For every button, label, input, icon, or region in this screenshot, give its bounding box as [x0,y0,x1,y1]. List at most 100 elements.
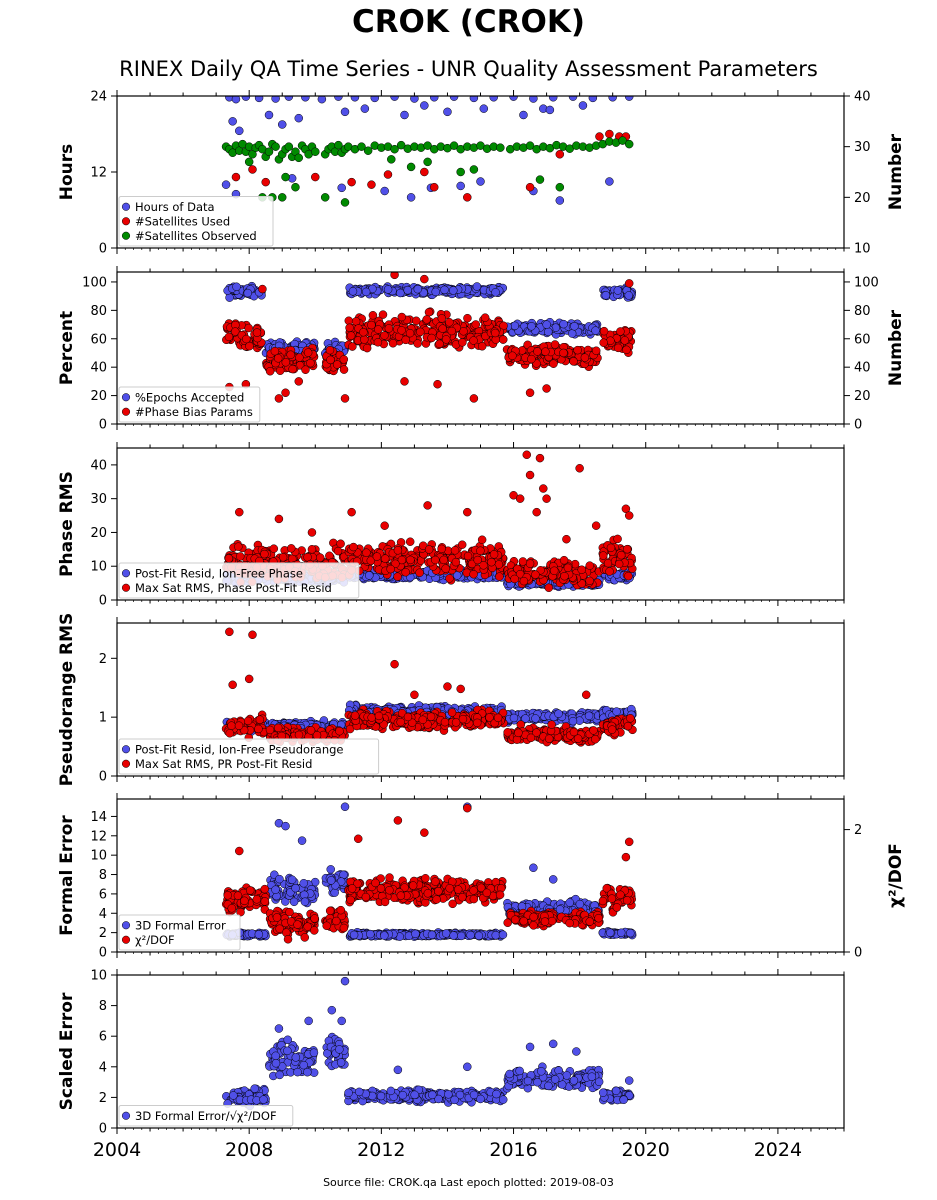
data-point [225,627,234,637]
data-point [588,96,598,103]
data-point [541,347,550,356]
data-point [568,96,578,101]
y2-tick-label: 10 [854,242,871,257]
data-point [449,141,459,150]
data-point [227,721,236,730]
data-point [346,331,356,340]
data-point [559,348,568,358]
data-point [339,355,349,364]
data-point [415,568,424,577]
data-point [241,96,251,101]
data-point [393,572,402,581]
data-point [623,721,633,731]
data-point [281,388,290,397]
data-point [325,345,335,355]
series-blue [221,96,634,205]
data-point [294,730,304,740]
data-point [269,544,279,553]
data-point [228,117,237,126]
data-point [622,544,632,554]
data-point [386,564,395,574]
data-point [599,551,608,560]
data-point [458,338,467,347]
data-point [413,339,422,348]
data-point [334,96,343,101]
data-point [407,718,417,727]
data-point [626,714,635,723]
data-point [443,107,452,117]
data-point [445,318,454,327]
y-axis-label: Pseudorange RMS [57,613,77,787]
data-point [605,567,614,576]
data-point [531,570,540,579]
data-point [431,555,440,565]
data-point [451,718,461,727]
data-point [271,96,280,103]
data-point [580,353,590,362]
data-point [286,350,295,360]
y2-tick-label: 0 [854,418,862,433]
data-point [542,384,551,393]
data-point [340,394,350,403]
data-point [410,690,419,700]
data-point [544,583,554,593]
data-point [589,726,598,735]
data-point [224,554,234,563]
data-point [471,320,481,329]
data-point [228,680,237,690]
data-point [374,711,384,721]
data-point [224,332,234,342]
data-point [271,142,280,151]
data-point [397,555,407,565]
data-point [357,142,366,151]
data-point [248,630,257,640]
data-point [387,155,396,164]
data-point [244,674,254,684]
data-point [274,514,284,524]
data-point [370,96,380,103]
data-point [624,279,634,288]
data-point [449,286,458,295]
data-point [306,726,316,735]
data-point [347,177,356,187]
data-point [493,713,503,723]
data-point [476,546,485,556]
data-point [254,724,263,734]
data-point [235,126,244,136]
data-point [624,96,634,101]
data-point [265,725,275,735]
data-point [607,725,617,734]
data-point [303,552,312,562]
data-point [348,342,357,351]
data-point [624,511,634,520]
data-point [578,101,588,110]
legend-label: Max Sat RMS, PR Post-Fit Resid [135,757,312,771]
data-point [362,343,372,353]
data-point [273,354,283,363]
data-point [554,709,563,718]
data-point [221,180,231,189]
y2-tick-label: 100 [854,275,879,290]
data-point [431,287,440,297]
data-point [573,345,582,355]
data-point [271,885,280,894]
data-point [255,715,265,724]
data-point [469,569,478,579]
data-point [469,394,479,403]
data-point [612,707,621,716]
data-point [278,553,288,562]
data-point [230,327,240,336]
data-point [532,728,541,737]
legend-label: #Satellites Observed [135,229,257,243]
data-point [473,555,482,565]
data-points [222,450,637,593]
data-point [374,325,383,334]
y-tick-label: 40 [90,458,107,473]
data-point [469,96,479,103]
data-point [437,544,446,554]
series-red [221,627,637,747]
data-points [222,272,637,403]
data-point [273,723,283,733]
data-point [400,110,409,120]
legend-label: #Satellites Used [135,214,230,228]
